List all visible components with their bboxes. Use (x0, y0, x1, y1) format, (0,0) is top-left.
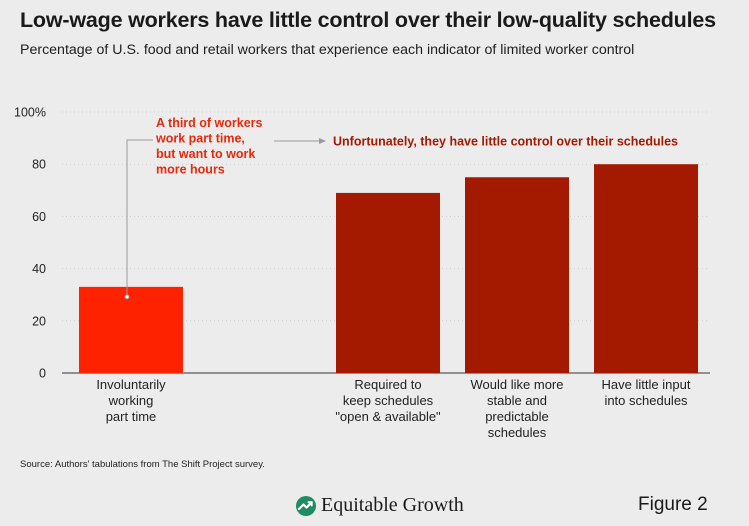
bar (465, 177, 569, 373)
y-tick-label: 40 (32, 262, 46, 276)
y-tick-label: 80 (32, 158, 46, 172)
annotation-leader-dot (124, 294, 130, 300)
y-tick-label: 0 (39, 367, 46, 381)
y-tick-label: 100% (14, 106, 46, 120)
brand-logo: Equitable Growth (296, 494, 464, 517)
annotation-part-time-note: A third of workers work part time, but wan… (155, 116, 263, 177)
x-tick-label: Required to keep schedules "open & availab… (335, 377, 441, 424)
annotation-arrow-head (319, 138, 326, 144)
bar (79, 286, 183, 373)
equitable-growth-logo-icon (296, 495, 316, 516)
x-tick-label: Involuntarily working part time (96, 377, 166, 424)
source-note: Source: Authors' tabulations from The Sh… (20, 459, 265, 470)
bar (336, 192, 440, 373)
brand-name: Equitable Growth (321, 494, 464, 516)
y-tick-label: 20 (32, 314, 46, 328)
annotation-schedule-control-note: Unfortunately, they have little control … (333, 135, 678, 149)
x-tick-label: Have little input into schedules (602, 377, 691, 408)
figure-label: Figure 2 (638, 494, 708, 515)
x-tick-label: Would like more stable and predictable sche… (471, 377, 564, 440)
annotation-leader-line (126, 139, 153, 297)
y-tick-label: 60 (32, 210, 46, 224)
bar (594, 164, 698, 373)
chart-subtitle: Percentage of U.S. food and retail worke… (20, 42, 635, 58)
chart-title: Low-wage workers have little control ove… (20, 8, 716, 32)
